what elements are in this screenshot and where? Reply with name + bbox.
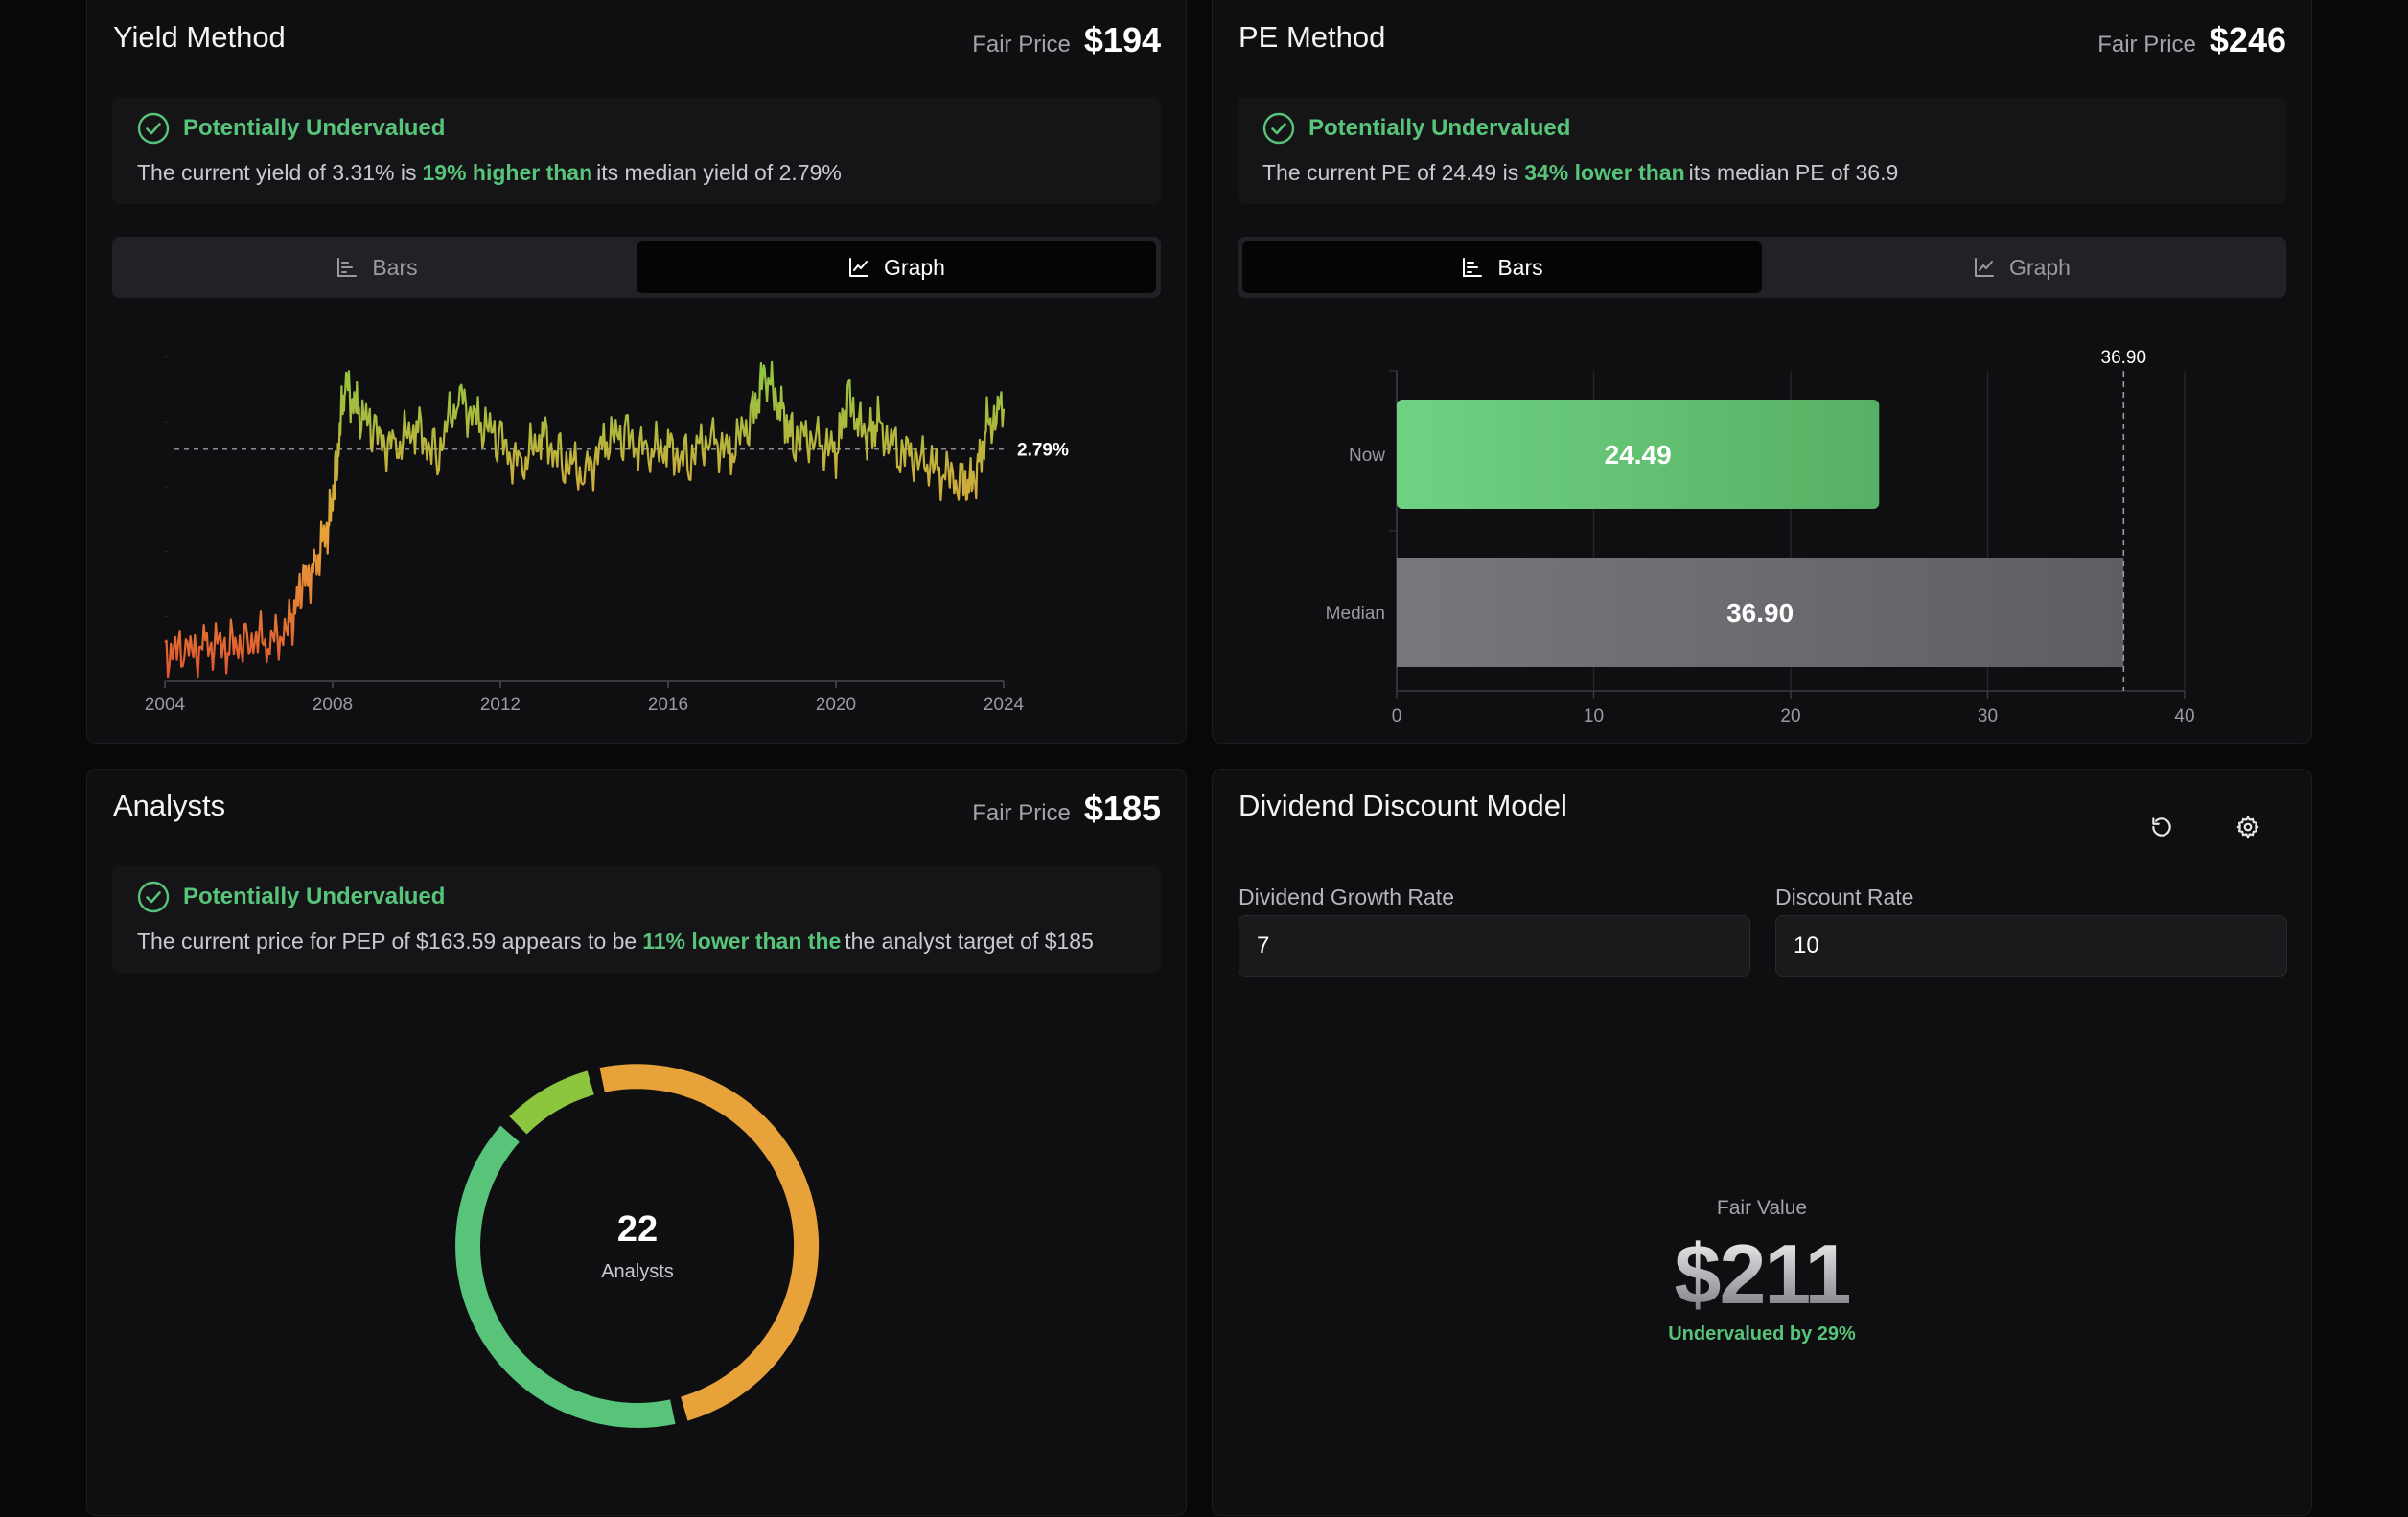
pe-bar-chart: 0 10 20 30 40 Now 24.49 Median 36.90 36.90 <box>1326 348 2195 726</box>
analysts-card: Analysts Fair Price $185 Potentially Und… <box>86 769 1187 1516</box>
status-label: Potentially Undervalued <box>1308 115 1571 141</box>
category-label: Median <box>1326 604 1385 624</box>
fair-price-label: Fair Price <box>2097 32 2196 57</box>
status-box: Potentially Undervalued The current yiel… <box>112 97 1161 204</box>
graph-tab[interactable]: Graph <box>637 241 1156 293</box>
status-highlight: 34% lower than <box>1524 160 1685 185</box>
reference-label: 36.90 <box>2101 348 2147 368</box>
yield-method-card: Yield Method Fair Price $194 Potentially… <box>86 0 1187 744</box>
status-text: The current yield of 3.31% is <box>137 160 417 185</box>
bar-now <box>1397 400 1880 509</box>
view-toggle: Bars Graph <box>112 237 1161 298</box>
graph-tab[interactable]: Graph <box>1762 241 2281 293</box>
bar-value-label: 36.90 <box>1726 598 1794 628</box>
x-tick-label: 2004 <box>145 695 186 715</box>
category-label: Now <box>1349 446 1385 466</box>
fair-price-value: $194 <box>1083 20 1161 59</box>
donut-slice-hold <box>599 1064 820 1421</box>
x-tick-label: 2016 <box>648 695 688 715</box>
bar-chart-icon <box>337 258 358 277</box>
dividend-growth-rate-label: Dividend Growth Rate <box>1239 885 1454 909</box>
analyst-count-label: Analysts <box>601 1261 674 1282</box>
line-chart-icon <box>849 258 869 277</box>
dividend-growth-rate-input[interactable] <box>1239 915 1750 977</box>
status-text: The current price for PEP of $163.59 app… <box>137 929 637 954</box>
x-tick-label: 10 <box>1584 706 1604 726</box>
donut-slice-buy <box>455 1125 676 1428</box>
x-tick-label: 40 <box>2174 706 2194 726</box>
bar-value-label: 24.49 <box>1605 440 1672 470</box>
status-text: The current PE of 24.49 is <box>1262 160 1519 185</box>
graph-tab-label: Graph <box>2009 254 2071 280</box>
gear-icon <box>2236 816 2259 839</box>
dividend-discount-model-card: Dividend Discount Model Dividend Growth … <box>1212 769 2312 1516</box>
check-circle-icon <box>1262 112 1295 145</box>
undervalued-badge: Undervalued by 29% <box>1668 1323 1856 1345</box>
status-box: Potentially Undervalued The current pric… <box>112 865 1161 973</box>
view-toggle: Bars Graph <box>1238 237 2286 298</box>
status-description: The current yield of 3.31% is 19% higher … <box>137 160 842 186</box>
check-circle-icon <box>137 881 170 913</box>
fair-price-value: $185 <box>1083 789 1161 828</box>
fair-price-label: Fair Price <box>972 32 1071 57</box>
bar-chart-icon <box>1463 258 1483 277</box>
x-tick-label: 2008 <box>313 695 353 715</box>
fair-value: $211 <box>1213 1226 2311 1323</box>
donut-slice-outperform <box>509 1070 595 1135</box>
x-tick-label: 2024 <box>984 695 1025 715</box>
settings-button[interactable] <box>2229 808 2267 846</box>
status-label: Potentially Undervalued <box>183 115 446 141</box>
fair-price: Fair Price $185 <box>972 789 1161 829</box>
reset-icon <box>2152 817 2171 837</box>
yield-series-line <box>164 360 1006 678</box>
status-highlight: 19% higher than <box>422 160 593 185</box>
x-tick-label: 30 <box>1978 706 1998 726</box>
discount-rate-input[interactable] <box>1775 915 2287 977</box>
line-chart-icon <box>1975 258 1995 277</box>
pe-method-card: PE Method Fair Price $246 Potentially Un… <box>1212 0 2312 744</box>
fair-value-label: Fair Value <box>1716 1197 1808 1219</box>
status-description: The current price for PEP of $163.59 app… <box>137 929 1094 954</box>
status-text-end: the analyst target of $185 <box>845 929 1094 954</box>
reset-button[interactable] <box>2142 808 2181 846</box>
bars-tab-label: Bars <box>1497 254 1543 280</box>
bars-tab[interactable]: Bars <box>117 241 637 293</box>
x-tick-label: 20 <box>1780 706 1800 726</box>
fair-price: Fair Price $194 <box>972 20 1161 60</box>
analyst-donut-chart: 22 Analysts <box>455 1064 820 1428</box>
status-text-end: its median PE of 36.9 <box>1688 160 1899 185</box>
card-title: Analysts <box>113 789 226 822</box>
fair-price-value: $246 <box>2209 20 2286 59</box>
status-heading: Potentially Undervalued <box>137 881 445 913</box>
analyst-count: 22 <box>617 1209 658 1250</box>
discount-rate-label: Discount Rate <box>1775 885 1914 909</box>
card-title: PE Method <box>1239 20 1386 54</box>
fair-price-label: Fair Price <box>972 800 1071 826</box>
fair-price: Fair Price $246 <box>2097 20 2286 60</box>
status-heading: Potentially Undervalued <box>1262 112 1570 145</box>
yield-line-chart: 2004 2008 2012 2016 2020 2024 2.79% <box>145 356 1069 715</box>
status-highlight: 11% lower than the <box>642 929 842 954</box>
graph-tab-label: Graph <box>884 254 945 280</box>
check-circle-icon <box>137 112 170 145</box>
status-heading: Potentially Undervalued <box>137 112 445 145</box>
status-text-end: its median yield of 2.79% <box>596 160 842 185</box>
bars-tab[interactable]: Bars <box>1242 241 1762 293</box>
median-label: 2.79% <box>1017 441 1069 461</box>
bars-tab-label: Bars <box>372 254 418 280</box>
x-tick-label: 2012 <box>480 695 521 715</box>
status-description: The current PE of 24.49 is 34% lower than… <box>1262 160 1898 186</box>
x-tick-label: 2020 <box>816 695 856 715</box>
card-title: Yield Method <box>113 20 286 54</box>
card-title: Dividend Discount Model <box>1239 789 1567 822</box>
status-box: Potentially Undervalued The current PE o… <box>1238 97 2286 204</box>
status-label: Potentially Undervalued <box>183 884 446 909</box>
x-tick-label: 0 <box>1392 706 1402 726</box>
bar-median <box>1397 558 2124 667</box>
